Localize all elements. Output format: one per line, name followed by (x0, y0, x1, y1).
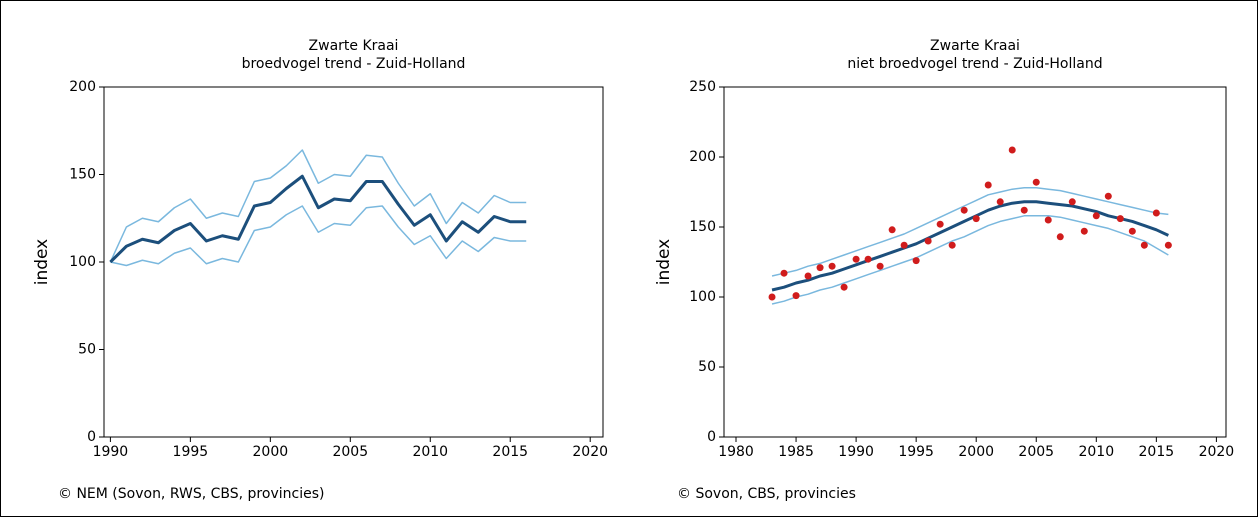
chart-subtitle: niet broedvogel trend - Zuid-Holland (847, 56, 1102, 72)
data-point (1044, 216, 1052, 224)
x-tick-label: 2005 (332, 444, 368, 460)
x-tick-label: 2010 (412, 444, 448, 460)
data-point (1140, 241, 1148, 249)
data-point (996, 198, 1004, 206)
data-point (840, 283, 848, 291)
data-point (888, 226, 896, 234)
data-point (972, 215, 980, 223)
data-point (1020, 206, 1028, 214)
data-point (936, 220, 944, 228)
y-tick-label: 50 (698, 359, 716, 375)
chart-subtitle: broedvogel trend - Zuid-Holland (242, 56, 466, 72)
data-point (792, 292, 800, 300)
trend-line (109, 174, 527, 264)
data-point (804, 272, 812, 280)
y-axis-label: index (32, 239, 52, 286)
data-point (1008, 146, 1016, 154)
x-tick-label: 2000 (253, 444, 289, 460)
data-point (852, 255, 860, 263)
trend-line (771, 215, 1169, 305)
y-tick-label: 100 (689, 289, 716, 305)
data-point (864, 255, 872, 263)
x-tick-label: 2005 (1018, 444, 1054, 460)
data-point (876, 262, 884, 270)
trend-line (771, 187, 1169, 277)
data-point (960, 206, 968, 214)
x-tick-label: 2020 (572, 444, 608, 460)
data-point (1080, 227, 1088, 235)
y-axis-label: index (654, 239, 674, 286)
data-point (1032, 178, 1040, 186)
data-point (816, 264, 824, 272)
x-tick-label: 1995 (898, 444, 934, 460)
data-point (828, 262, 836, 270)
data-point (1092, 212, 1100, 220)
trend-line (110, 205, 527, 267)
trend-line (771, 200, 1169, 292)
x-tick-label: 1980 (718, 444, 754, 460)
data-point (900, 241, 908, 249)
y-tick-label: 0 (87, 429, 96, 445)
y-tick-label: 0 (707, 429, 716, 445)
y-tick-label: 200 (69, 79, 96, 95)
source-note: © NEM (Sovon, RWS, CBS, provincies) (58, 486, 324, 502)
x-tick-label: 2000 (958, 444, 994, 460)
plot-frame (723, 86, 1227, 438)
data-point (1128, 227, 1136, 235)
data-point (948, 241, 956, 249)
y-tick-label: 150 (69, 167, 96, 183)
data-point (768, 293, 776, 301)
y-tick-label: 200 (689, 149, 716, 165)
data-point (780, 269, 788, 277)
data-point (1164, 241, 1172, 249)
x-tick-label: 2020 (1199, 444, 1235, 460)
data-point (1068, 198, 1076, 206)
x-tick-label: 1985 (778, 444, 814, 460)
x-tick-label: 2015 (492, 444, 528, 460)
data-point (1116, 215, 1124, 223)
source-note: © Sovon, CBS, provincies (677, 486, 856, 502)
data-point (912, 257, 920, 265)
y-tick-label: 100 (69, 254, 96, 270)
data-point (1104, 192, 1112, 200)
chart-title: Zwarte Kraai (309, 38, 399, 54)
y-tick-label: 250 (689, 79, 716, 95)
x-tick-label: 2015 (1139, 444, 1175, 460)
y-tick-label: 150 (689, 219, 716, 235)
x-tick-label: 1990 (93, 444, 129, 460)
y-tick-label: 50 (78, 342, 96, 358)
data-point (1152, 209, 1160, 217)
x-tick-label: 2010 (1078, 444, 1114, 460)
x-tick-label: 1990 (838, 444, 874, 460)
data-point (984, 181, 992, 189)
data-point (924, 237, 932, 245)
chart-title: Zwarte Kraai (930, 38, 1020, 54)
x-tick-label: 1995 (173, 444, 209, 460)
data-point (1056, 233, 1064, 241)
trend-line (109, 149, 527, 263)
